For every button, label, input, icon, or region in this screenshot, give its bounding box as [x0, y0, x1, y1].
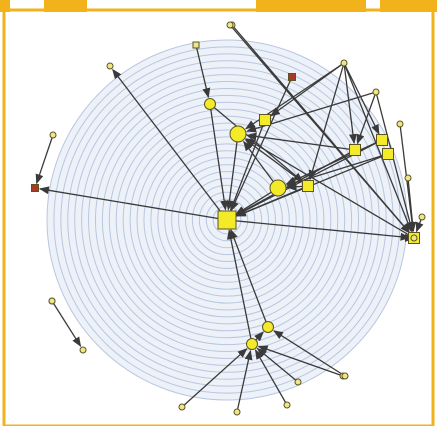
edge-a14-n7	[356, 91, 377, 145]
edge-a8-n10	[273, 330, 346, 377]
node-a5[interactable]	[283, 401, 291, 409]
ring	[184, 177, 270, 263]
ring	[205, 198, 249, 242]
edge-a16-n12	[407, 177, 417, 232]
ring	[115, 108, 339, 332]
edge-a13-n6	[308, 62, 345, 181]
edge-a6-n9	[256, 347, 299, 383]
node-n5[interactable]	[259, 114, 271, 126]
node-red2[interactable]	[288, 73, 296, 81]
edge-a18-red1	[35, 134, 54, 185]
node-a13[interactable]	[340, 59, 348, 67]
edge-a4-n9	[236, 349, 253, 413]
edge-a10-a11	[51, 300, 82, 348]
ring	[171, 164, 283, 276]
edge-a13-n12	[343, 62, 413, 233]
edge-a2-n4	[195, 44, 211, 99]
ring	[81, 74, 373, 366]
edge-a3-n9	[181, 348, 248, 408]
edge-red2-hub	[230, 76, 293, 212]
node-a16[interactable]	[404, 174, 412, 182]
node-a4[interactable]	[233, 408, 241, 416]
nodes	[31, 21, 426, 416]
ring	[94, 87, 360, 353]
ring	[191, 184, 263, 256]
node-n8[interactable]	[382, 148, 394, 160]
edge-a13-n11	[343, 62, 380, 135]
edge-a5-n9	[254, 349, 288, 406]
ring	[122, 115, 332, 325]
edge-n2-n3	[243, 140, 279, 189]
edge-n9-hub	[226, 229, 253, 345]
ring	[108, 101, 346, 339]
edge-a20-n12	[229, 24, 411, 234]
ring	[88, 81, 366, 359]
edge-a13-n5	[269, 62, 345, 117]
node-a8[interactable]	[341, 372, 349, 380]
ring	[157, 150, 297, 290]
edge-n4-hub	[209, 103, 229, 211]
ring	[164, 157, 290, 283]
node-a2[interactable]	[192, 41, 200, 49]
ring	[53, 46, 401, 394]
node-red1[interactable]	[31, 184, 39, 192]
frame-outline	[2, 8, 435, 426]
node-a10[interactable]	[48, 297, 56, 305]
node-n4[interactable]	[204, 98, 216, 110]
node-n3[interactable]	[229, 125, 247, 143]
node-a18[interactable]	[49, 131, 57, 139]
node-a20[interactable]	[226, 21, 234, 29]
edge-n10-hub	[230, 228, 269, 328]
ring	[101, 94, 353, 346]
ring	[178, 171, 276, 269]
node-a1[interactable]	[106, 62, 114, 70]
node-n6[interactable]	[302, 180, 314, 192]
edge-a15-n3	[245, 138, 415, 239]
node-n10[interactable]	[262, 321, 274, 333]
ring	[74, 67, 380, 373]
node-n2[interactable]	[269, 179, 287, 197]
ring	[198, 191, 256, 249]
edge-a14-n12	[375, 91, 414, 233]
node-a6[interactable]	[294, 378, 302, 386]
ring	[67, 60, 387, 380]
node-hub[interactable]	[217, 210, 237, 230]
node-a3[interactable]	[178, 403, 186, 411]
ring	[143, 136, 311, 304]
ring	[150, 143, 304, 297]
node-a11[interactable]	[79, 346, 87, 354]
edge-a7-n9	[257, 345, 344, 377]
edge-n3-hub	[225, 133, 239, 211]
node-n11[interactable]	[376, 134, 388, 146]
node-a17[interactable]	[418, 213, 426, 221]
edge-hub-a1	[112, 68, 228, 221]
edge-a13-n7	[343, 62, 357, 145]
edge-hub-red1	[38, 186, 228, 221]
node-a12[interactable]	[396, 120, 404, 128]
node-n9[interactable]	[246, 338, 258, 350]
node-n7[interactable]	[349, 144, 361, 156]
ring	[129, 122, 325, 318]
edge-n5-hub	[230, 119, 266, 212]
frame-tab	[0, 0, 10, 12]
edge-n4-n6	[209, 103, 304, 183]
node-a15[interactable]	[410, 234, 418, 242]
ring	[136, 129, 318, 311]
edge-hub-a15	[226, 219, 411, 241]
ring	[60, 53, 394, 387]
node-a14[interactable]	[372, 88, 380, 96]
